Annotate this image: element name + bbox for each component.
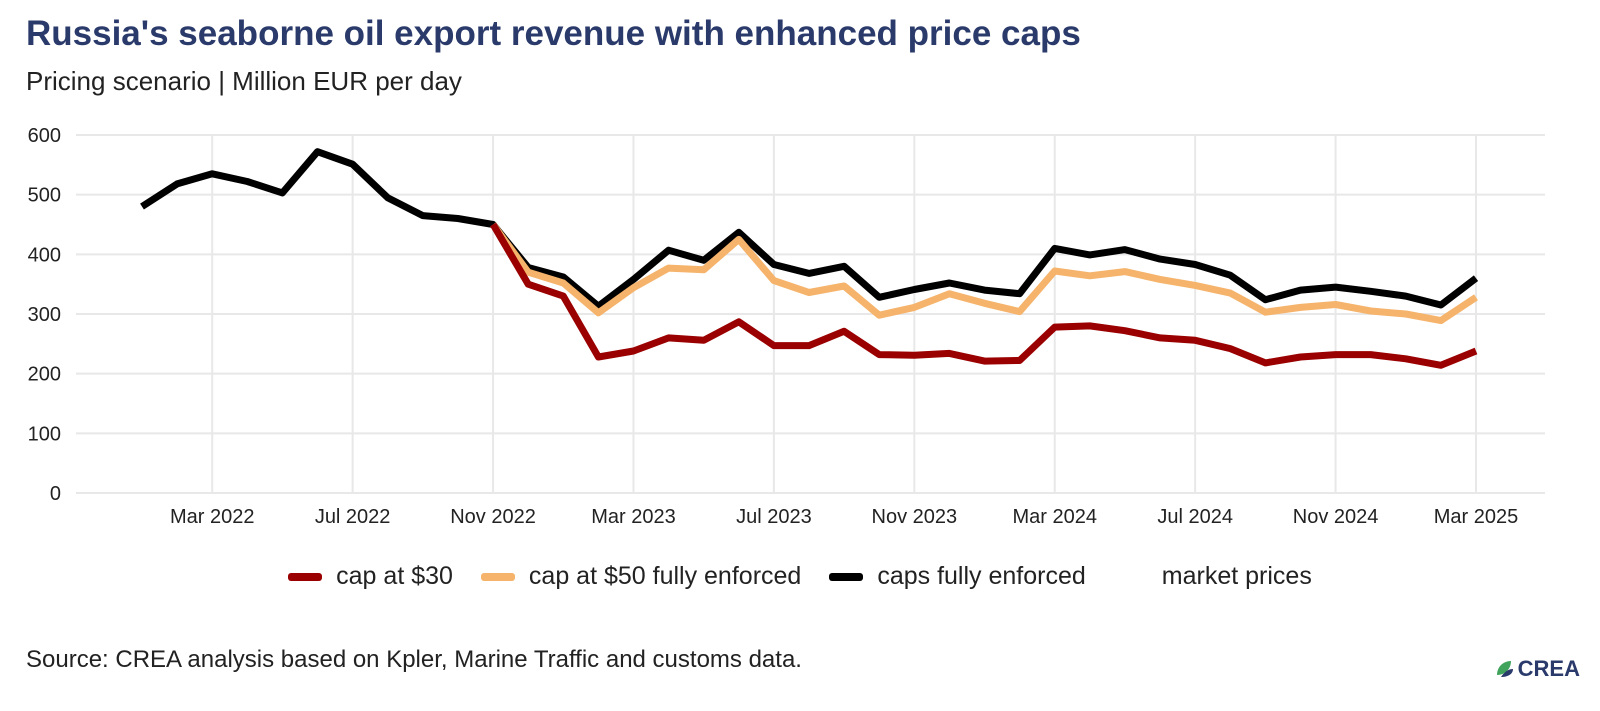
logo-text: CREA: [1517, 656, 1580, 681]
legend-item: cap at $50 fully enforced: [480, 562, 802, 591]
y-tick-label: 0: [50, 483, 61, 505]
source-note: Source: CREA analysis based on Kpler, Ma…: [26, 646, 802, 673]
legend-item: cap at $30: [288, 562, 453, 591]
x-tick-label: Nov 2022: [450, 506, 536, 528]
x-tick-label: Nov 2024: [1293, 506, 1379, 528]
legend-swatch: [480, 572, 515, 581]
legend-label: cap at $50 fully enforced: [528, 562, 802, 590]
y-tick-label: 300: [28, 304, 61, 326]
x-tick-label: Jul 2024: [1157, 506, 1233, 528]
legend-swatch: [1113, 572, 1148, 581]
legend-swatch: [829, 572, 864, 581]
leaf-icon: [1496, 661, 1513, 677]
chart-subtitle: Pricing scenario | Million EUR per day: [26, 66, 462, 96]
legend-swatch: [288, 572, 323, 581]
series-lines: [140, 148, 1479, 369]
chart-title: Russia's seaborne oil export revenue wit…: [26, 14, 1081, 53]
x-tick-label: Jul 2023: [736, 506, 812, 528]
legend-item: market prices: [1113, 562, 1312, 591]
y-tick-label: 600: [28, 125, 61, 147]
legend-label: cap at $30: [336, 562, 453, 590]
series-line: [490, 222, 1478, 369]
x-tick-label: Mar 2024: [1012, 506, 1097, 528]
x-tick-label: Nov 2023: [872, 506, 958, 528]
legend-item: caps fully enforced: [829, 562, 1086, 591]
x-axis-ticks: Mar 2022 Jul 2022 Nov 2022 Mar 2023 Jul 2023…: [170, 506, 1518, 528]
legend-label: market prices: [1161, 562, 1312, 590]
y-tick-label: 200: [28, 364, 61, 386]
x-tick-label: Mar 2022: [170, 506, 255, 528]
x-tick-label: Mar 2023: [591, 506, 676, 528]
series-line: [140, 148, 1479, 310]
y-tick-label: 400: [28, 244, 61, 266]
x-tick-label: Jul 2022: [315, 506, 391, 528]
legend: cap at $30 cap at $50 fully enforced caps …: [0, 562, 1600, 591]
legend-label: caps fully enforced: [877, 562, 1086, 590]
x-tick-label: Mar 2025: [1434, 506, 1519, 528]
y-tick-label: 100: [28, 423, 61, 445]
series-line: [140, 148, 1479, 310]
y-axis-ticks: 0 100 200 300 400 500 600: [28, 125, 61, 505]
crea-logo: CREA: [1495, 656, 1580, 682]
y-tick-label: 500: [28, 185, 61, 207]
grid-lines: [76, 134, 1545, 494]
series-line: [490, 222, 1478, 325]
